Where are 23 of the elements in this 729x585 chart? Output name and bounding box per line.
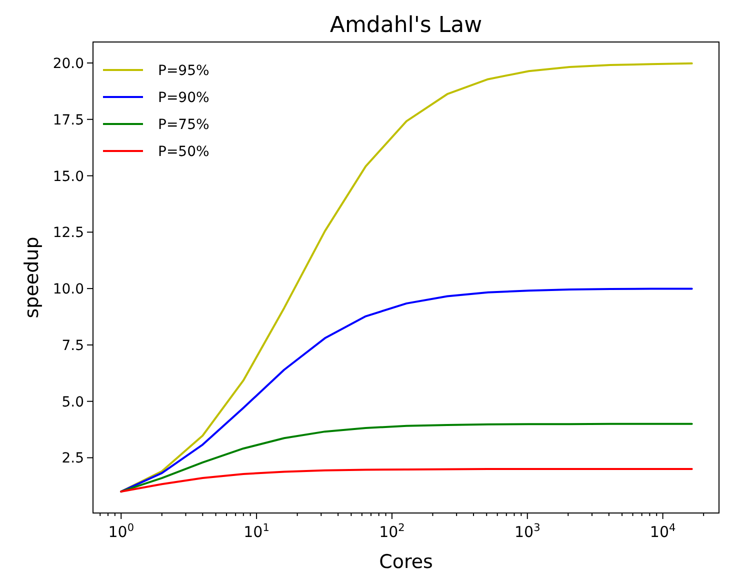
y-tick-label: 7.5 xyxy=(62,338,84,354)
x-axis-title: Cores xyxy=(379,551,433,573)
legend-label: P=90% xyxy=(158,90,210,106)
x-tick-label: 10$^{2}$ xyxy=(379,522,405,541)
y-tick-label: 10.0 xyxy=(52,282,84,298)
y-tick-label: 2.5 xyxy=(62,450,84,467)
x-tick-label: 10$^{0}$ xyxy=(108,522,134,541)
x-tick-label: 10$^{3}$ xyxy=(514,522,540,541)
line-series xyxy=(120,288,693,493)
x-tick-label: 10$^{1}$ xyxy=(244,522,270,541)
legend-label: P=50% xyxy=(158,144,210,160)
line-series xyxy=(120,422,693,493)
x-tick-label: 10$^{4}$ xyxy=(650,522,676,541)
legend-label: P=95% xyxy=(158,63,210,79)
legend-label: P=75% xyxy=(158,117,210,133)
y-tick-label: 12.5 xyxy=(52,225,84,242)
y-axis-title: speedup xyxy=(21,236,43,318)
y-tick-label: 20.0 xyxy=(52,56,84,72)
y-tick-label: 5.0 xyxy=(62,394,84,410)
y-tick-label: 17.5 xyxy=(52,112,84,128)
y-tick-label: 15.0 xyxy=(52,168,84,185)
line-series xyxy=(120,468,693,493)
chart-title: Amdahl's Law xyxy=(330,13,482,38)
